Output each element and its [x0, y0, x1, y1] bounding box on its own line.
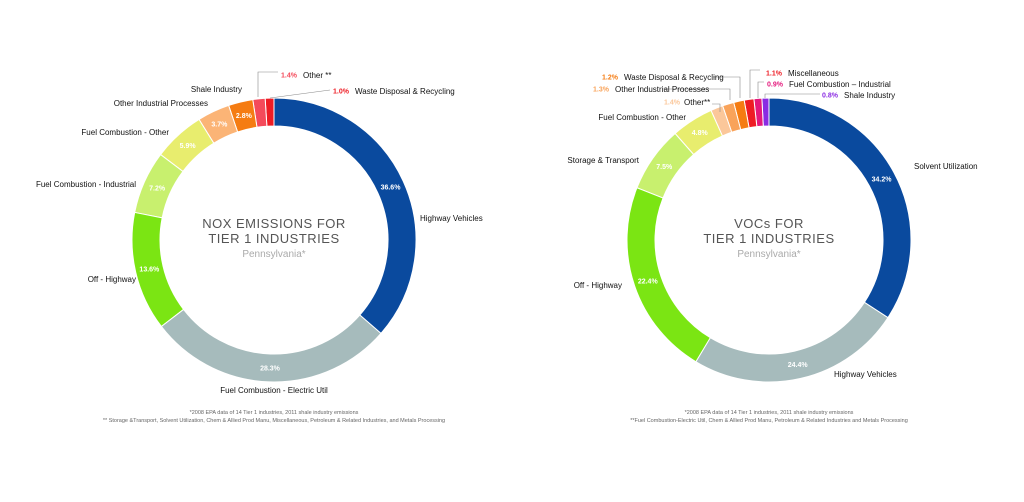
nox-category-label-off-highway: Off - Highway	[88, 275, 136, 284]
nox-slice-fuel-combustion-industrial	[134, 153, 184, 219]
voc-footnote-2: **Fuel Combustion-Electric Util, Chem & …	[630, 418, 908, 424]
voc-category-label-shale-industry: Shale Industry	[844, 91, 895, 100]
nox-title-line2: TIER 1 INDUSTRIES	[208, 231, 339, 246]
voc-category-label-storage-transport: Storage & Transport	[567, 156, 639, 165]
voc-slice-highway-vehicles	[695, 301, 889, 383]
nox-category-label-other-industrial-processes: Other Industrial Processes	[114, 99, 208, 108]
nox-category-label-waste-disposal-recycling: Waste Disposal & Recycling	[355, 87, 455, 96]
nox-subtitle: Pennsylvania*	[242, 249, 305, 260]
voc-value-label-waste-disposal-recycling: 1.2%	[602, 75, 619, 82]
voc-leader-line-miscellaneous	[749, 69, 760, 98]
nox-value-label-off-highway: 13.6%	[139, 267, 160, 274]
nox-value-label-highway-vehicles: 36.6%	[381, 185, 402, 192]
voc-value-label-shale-industry: 0.8%	[822, 93, 839, 100]
nox-value-label-shale-industry: 2.8%	[236, 113, 253, 120]
nox-footnote-2: ** Storage &Transport, Solvent Utilizati…	[102, 418, 446, 424]
voc-value-label-off-highway: 22.4%	[638, 279, 659, 286]
voc-slice-storage-transport	[636, 132, 695, 199]
voc-footnote-1: *2008 EPA data of 14 Tier 1 industries, …	[684, 410, 854, 416]
nox-value-label-fuel-combustion-electric-util: 28.3%	[260, 365, 281, 372]
nox-leader-line-other	[257, 71, 278, 97]
voc-value-label-miscellaneous: 1.1%	[766, 71, 783, 78]
voc-category-label-other: Other**	[684, 98, 710, 107]
voc-category-label-off-highway: Off - Highway	[574, 281, 622, 290]
voc-slice-waste-disposal-recycling	[733, 99, 750, 131]
nox-category-label-fuel-combustion-electric-util: Fuel Combustion - Electric Util	[220, 386, 328, 395]
nox-slice-highway-vehicles	[273, 97, 417, 335]
voc-leader-line-shale-industry	[764, 93, 820, 98]
voc-slice-fuel-combustion-other	[674, 109, 724, 156]
voc-leader-line-fuel-combustion-industrial	[757, 81, 764, 98]
voc-category-label-miscellaneous: Miscellaneous	[788, 69, 839, 78]
nox-slice-fuel-combustion-other	[159, 118, 215, 173]
voc-slice-other	[710, 105, 733, 137]
nox-leader-line-waste-disposal-recycling	[269, 89, 331, 99]
voc-leader-line-waste-disposal-recycling	[713, 76, 741, 98]
voc-value-label-fuel-combustion-industrial: 0.9%	[767, 82, 784, 89]
nox-title: NOX EMISSIONS FOR	[202, 216, 346, 231]
voc-slice-miscellaneous	[743, 98, 758, 129]
nox-value-label-fuel-combustion-industrial: 7.2%	[149, 185, 166, 192]
voc-category-label-other-industrial-processes: Other Industrial Processes	[615, 85, 709, 94]
voc-title: VOCs FOR	[734, 216, 804, 231]
voc-value-label-solvent-utilization: 34.2%	[872, 177, 893, 184]
nox-footnote-1: *2008 EPA data of 14 Tier 1 industries, …	[189, 410, 359, 416]
nox-value-label-fuel-combustion-other: 5.9%	[180, 143, 197, 150]
voc-category-label-fuel-combustion-other: Fuel Combustion - Other	[598, 113, 686, 122]
voc-category-label-fuel-combustion-industrial: Fuel Combustion – Industrial	[789, 80, 891, 89]
voc-value-label-storage-transport: 7.5%	[656, 164, 673, 171]
voc-value-label-highway-vehicles: 24.4%	[788, 362, 809, 369]
voc-subtitle: Pennsylvania*	[737, 249, 800, 260]
voc-category-label-waste-disposal-recycling: Waste Disposal & Recycling	[624, 73, 724, 82]
nox-category-label-fuel-combustion-industrial: Fuel Combustion - Industrial	[36, 180, 136, 189]
voc-category-label-solvent-utilization: Solvent Utilization	[914, 162, 978, 171]
voc-value-label-other-industrial-processes: 1.3%	[593, 87, 610, 94]
nox-value-label-waste-disposal-recycling: 1.0%	[333, 89, 350, 96]
nox-value-label-other-industrial-processes: 3.7%	[211, 122, 228, 129]
nox-slice-fuel-combustion-electric-util	[160, 308, 382, 383]
voc-value-label-other: 1.4%	[664, 100, 681, 107]
nox-slice-shale-industry	[228, 99, 258, 133]
voc-slice-other-industrial-processes	[721, 101, 742, 133]
nox-category-label-other: Other **	[303, 71, 331, 80]
voc-leader-line-other	[712, 103, 721, 112]
nox-slice-other-industrial-processes	[198, 104, 239, 144]
nox-category-label-fuel-combustion-other: Fuel Combustion - Other	[81, 128, 169, 137]
voc-slice-solvent-utilization	[768, 97, 912, 319]
nox-category-label-highway-vehicles: Highway Vehicles	[420, 214, 483, 223]
voc-title-line2: TIER 1 INDUSTRIES	[703, 231, 834, 246]
voc-category-label-highway-vehicles: Highway Vehicles	[834, 370, 897, 379]
voc-leader-line-other-industrial-processes	[663, 88, 731, 100]
nox-category-label-shale-industry: Shale Industry	[191, 85, 242, 94]
voc-slice-off-highway	[626, 187, 712, 363]
nox-value-label-other: 1.4%	[281, 73, 298, 80]
nox-slice-off-highway	[131, 211, 185, 328]
voc-value-label-fuel-combustion-other: 4.8%	[692, 130, 709, 137]
